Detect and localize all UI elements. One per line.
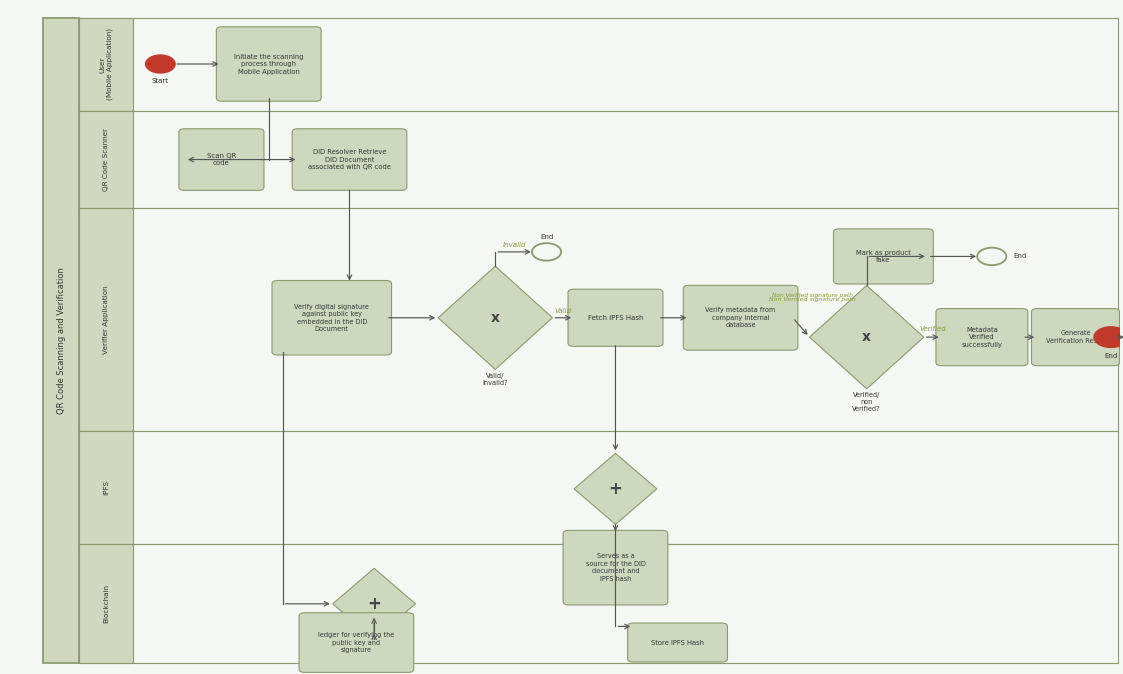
Text: Fetch IPFS Hash: Fetch IPFS Hash [587, 315, 643, 321]
Text: DID Resolver Retrieve
DID Document
associated with QR code: DID Resolver Retrieve DID Document assoc… [308, 149, 391, 170]
Circle shape [1094, 327, 1123, 347]
FancyBboxPatch shape [79, 431, 1117, 544]
Text: Verifier Application: Verifier Application [103, 285, 109, 354]
Text: Start: Start [152, 78, 168, 84]
Text: End: End [1104, 353, 1117, 359]
Circle shape [977, 247, 1006, 265]
Text: Non Verified signature path: Non Verified signature path [769, 297, 856, 302]
FancyBboxPatch shape [79, 544, 1117, 663]
FancyBboxPatch shape [217, 27, 321, 101]
FancyBboxPatch shape [79, 111, 1117, 208]
Polygon shape [332, 568, 416, 640]
FancyBboxPatch shape [43, 18, 79, 663]
FancyBboxPatch shape [179, 129, 264, 190]
Text: Valid/
Invalid?: Valid/ Invalid? [483, 373, 508, 386]
Polygon shape [574, 454, 657, 524]
FancyBboxPatch shape [568, 289, 663, 346]
FancyBboxPatch shape [79, 111, 133, 208]
FancyBboxPatch shape [272, 280, 392, 355]
Text: Mark as product
fake: Mark as product fake [856, 249, 911, 263]
Circle shape [532, 243, 562, 261]
FancyBboxPatch shape [563, 530, 668, 605]
Text: Scan QR
code: Scan QR code [207, 153, 236, 166]
Text: Blockchain: Blockchain [103, 584, 109, 623]
Text: Generate
Verification Result: Generate Verification Result [1046, 330, 1105, 344]
FancyBboxPatch shape [79, 18, 133, 111]
Text: Serves as a
source for the DID
document and
IPFS hash: Serves as a source for the DID document … [585, 553, 646, 582]
FancyBboxPatch shape [79, 431, 133, 544]
Text: Verify metadata from
company internal
database: Verify metadata from company internal da… [705, 307, 776, 328]
Text: Invalid: Invalid [503, 242, 527, 248]
Text: x: x [862, 330, 871, 344]
Text: +: + [367, 595, 381, 613]
Text: QR Code Scanning and Verification: QR Code Scanning and Verification [56, 267, 65, 414]
FancyBboxPatch shape [833, 229, 933, 284]
FancyBboxPatch shape [935, 309, 1028, 366]
FancyBboxPatch shape [292, 129, 407, 190]
Text: End: End [1013, 253, 1026, 259]
Text: Store IPFS Hash: Store IPFS Hash [651, 640, 704, 646]
Text: Verify digital signature
against public key
embedded in the DID
Document: Verify digital signature against public … [294, 303, 369, 332]
Text: ledger for verifying the
public key and
signature: ledger for verifying the public key and … [318, 632, 394, 653]
Text: Valid: Valid [555, 308, 572, 313]
Text: QR Code Scanner: QR Code Scanner [103, 128, 109, 191]
FancyBboxPatch shape [628, 623, 728, 662]
FancyBboxPatch shape [79, 208, 1117, 431]
Text: IPFS: IPFS [103, 480, 109, 495]
FancyBboxPatch shape [299, 613, 413, 673]
FancyBboxPatch shape [79, 18, 1117, 111]
Text: Initiate the scanning
process through
Mobile Application: Initiate the scanning process through Mo… [234, 53, 303, 75]
Text: Verified: Verified [920, 326, 946, 332]
Text: Metadata
Verified
successfully: Metadata Verified successfully [961, 327, 1003, 348]
Text: Verified/
non
Verified?: Verified/ non Verified? [852, 392, 880, 412]
Text: Non Verified signature path: Non Verified signature path [772, 293, 853, 299]
Text: +: + [609, 480, 622, 498]
FancyBboxPatch shape [683, 285, 798, 350]
Polygon shape [438, 266, 553, 369]
Text: x: x [491, 311, 500, 325]
FancyBboxPatch shape [79, 544, 133, 663]
FancyBboxPatch shape [1032, 309, 1120, 366]
FancyBboxPatch shape [79, 208, 133, 431]
Polygon shape [810, 286, 924, 389]
Text: User
(Mobile Application): User (Mobile Application) [99, 28, 112, 100]
Circle shape [146, 55, 175, 73]
Text: End: End [540, 234, 554, 240]
